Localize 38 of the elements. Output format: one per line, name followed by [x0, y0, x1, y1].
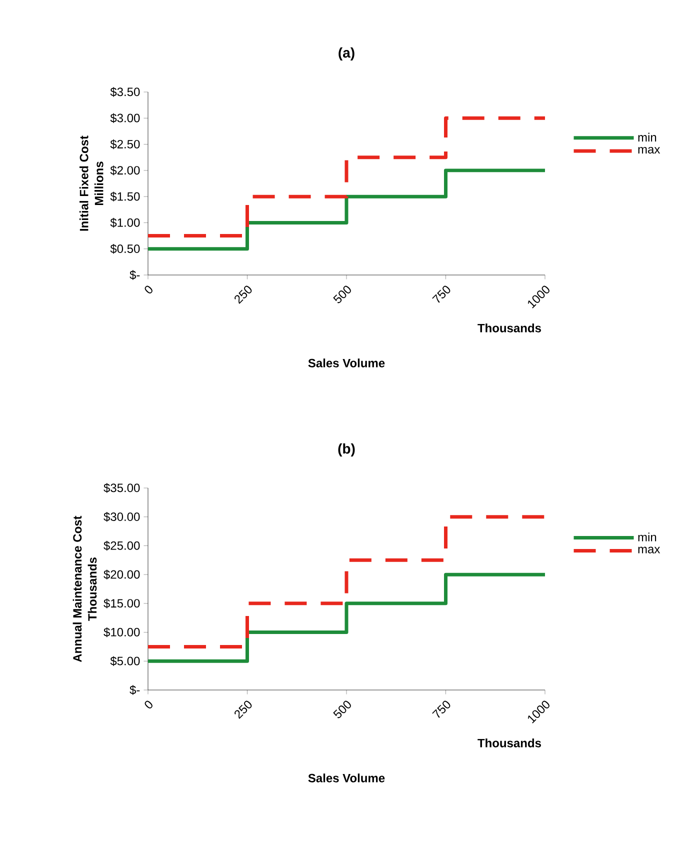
x-tick-label: 250: [234, 286, 252, 304]
y-tick-label: $2.00: [110, 166, 140, 176]
y-tick-label: $-: [130, 685, 140, 695]
legend-label: min: [638, 532, 656, 542]
y-tick-label: $1.00: [110, 218, 140, 228]
x-tick-label: 250: [234, 700, 252, 719]
x-axis-title: Sales Volume: [308, 774, 385, 782]
legend-label: max: [638, 146, 660, 154]
text: Thousands: [88, 557, 97, 621]
y-tick-label: $0.50: [110, 244, 140, 254]
x-tick-label: 500: [333, 286, 351, 304]
y-tick-label: $5.00: [110, 656, 140, 666]
y-tick-label: $3.50: [110, 87, 140, 97]
y-tick-label: $2.50: [110, 139, 140, 150]
y-tick-label: $3.00: [110, 113, 140, 124]
chart-title: (b): [338, 443, 355, 456]
x-tick-label: 750: [432, 286, 450, 303]
text: Thousands: [478, 738, 541, 748]
x-tick-label: 500: [333, 700, 351, 718]
y-tick-label: $20.00: [104, 570, 140, 580]
text: Thousands: [478, 324, 541, 332]
x-axis-title: Sales Volume: [308, 358, 385, 368]
y-tick-label: $35.00: [104, 483, 140, 493]
legend-label: min: [638, 132, 656, 142]
y-tick-label: $25.00: [104, 540, 140, 551]
legend-label: max: [638, 546, 660, 554]
y-tick-label: $10.00: [104, 627, 140, 638]
x-tick-label: 0: [144, 286, 152, 294]
y-tick-label: $1.50: [110, 192, 140, 202]
y-axis-title: Annual Maintenance Cost: [72, 516, 82, 662]
y-tick-label: $15.00: [104, 598, 140, 608]
y-tick-label: $-: [130, 270, 140, 280]
y-axis-title: Initial Fixed Cost: [79, 136, 88, 231]
x-tick-label: 750: [432, 700, 450, 718]
x-tick-label: 0: [144, 700, 152, 708]
chart-title: (a): [338, 47, 354, 60]
text: Millions: [94, 162, 104, 206]
y-tick-label: $30.00: [104, 512, 140, 522]
